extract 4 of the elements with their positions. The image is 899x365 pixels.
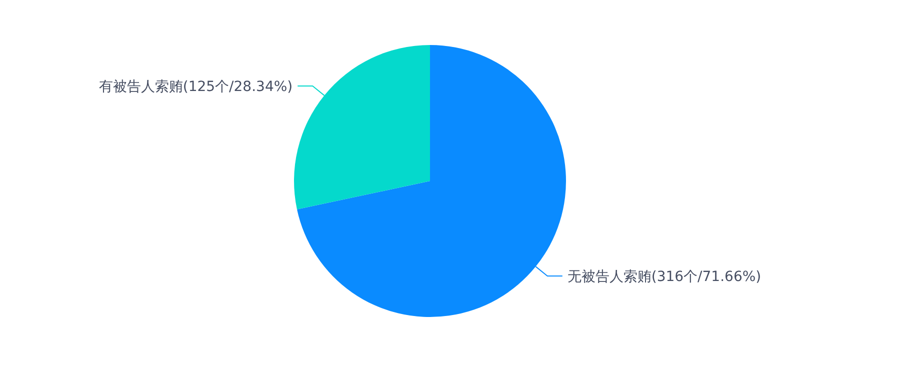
pie-slice	[296, 45, 566, 317]
pie-slice	[294, 45, 430, 210]
slice-label: 有被告人索贿(125个/28.34%)	[98, 78, 293, 95]
slice-label: 无被告人索贿(316个/71.66%)	[567, 268, 762, 285]
